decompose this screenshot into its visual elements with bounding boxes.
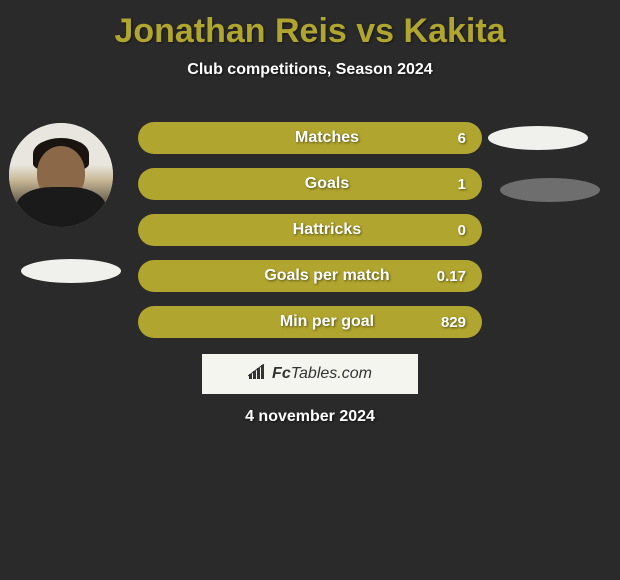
page-title: Jonathan Reis vs Kakita: [0, 0, 620, 51]
stat-label: Goals per match: [154, 267, 466, 285]
stat-value: 829: [441, 314, 466, 331]
shadow-oval-right-top: [488, 126, 588, 150]
stat-label: Hattricks: [154, 221, 466, 239]
stat-value: 0.17: [437, 268, 466, 285]
stat-value: 1: [458, 176, 466, 193]
subtitle: Club competitions, Season 2024: [0, 61, 620, 79]
stats-container: Matches 6 Goals 1 Hattricks 0 Goals per …: [138, 122, 482, 352]
avatar-placeholder: [9, 123, 113, 227]
player-avatar: [9, 123, 113, 227]
stat-value: 0: [458, 222, 466, 239]
stat-label: Matches: [154, 129, 466, 147]
date-label: 4 november 2024: [245, 408, 375, 426]
shadow-oval-left: [21, 259, 121, 283]
stat-row-goals-per-match: Goals per match 0.17: [138, 260, 482, 292]
shadow-oval-right-bottom: [500, 178, 600, 202]
brand-logo: FcTables.com: [202, 354, 418, 394]
brand-suffix: Tables.com: [291, 365, 372, 382]
stat-label: Goals: [154, 175, 466, 193]
stat-value: 6: [458, 130, 466, 147]
brand-text: FcTables.com: [272, 365, 372, 383]
stat-row-min-per-goal: Min per goal 829: [138, 306, 482, 338]
stat-row-hattricks: Hattricks 0: [138, 214, 482, 246]
brand-prefix: Fc: [272, 365, 291, 382]
stat-row-goals: Goals 1: [138, 168, 482, 200]
stat-label: Min per goal: [154, 313, 466, 331]
bar-chart-icon: [248, 364, 268, 385]
stat-row-matches: Matches 6: [138, 122, 482, 154]
